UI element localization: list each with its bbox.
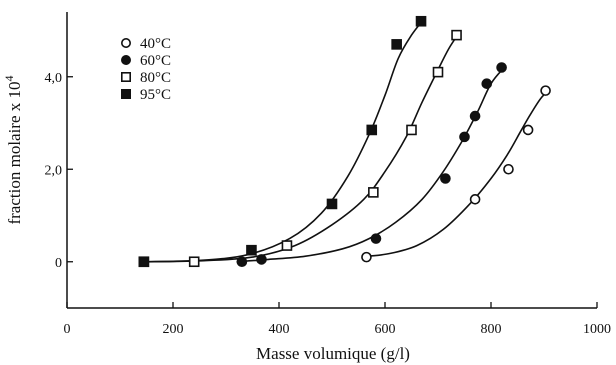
point-60c-6 bbox=[469, 110, 481, 122]
curve-60c bbox=[236, 66, 505, 263]
x-tick-label: 800 bbox=[481, 322, 502, 337]
legend-marker-40c bbox=[121, 37, 132, 48]
point-80c-4 bbox=[368, 187, 379, 198]
point-95c-2 bbox=[246, 244, 257, 256]
legend-label-80c: 80°C bbox=[140, 70, 171, 86]
point-60c-3 bbox=[370, 233, 382, 244]
points bbox=[138, 15, 551, 268]
point-80c-5 bbox=[406, 124, 417, 136]
legend-marker-80c bbox=[121, 72, 132, 83]
curves bbox=[141, 20, 550, 263]
point-95c-1 bbox=[138, 256, 150, 268]
point-60c-7 bbox=[481, 78, 493, 89]
y-axis-label: fraction molaire x 104 bbox=[2, 75, 24, 224]
point-60c-2 bbox=[256, 254, 267, 265]
point-80c-7 bbox=[451, 29, 462, 41]
point-95c-6 bbox=[415, 15, 427, 27]
x-tick-label: 400 bbox=[269, 322, 290, 337]
x-tick-label: 0 bbox=[64, 322, 71, 337]
legend-label-95c: 95°C bbox=[140, 87, 171, 103]
legend-label-40c: 40°C bbox=[140, 36, 171, 52]
point-95c-4 bbox=[366, 124, 378, 136]
legend-marker-95c bbox=[121, 89, 132, 100]
point-80c-6 bbox=[432, 66, 444, 78]
y-axis-label-text: fraction molaire x 10 bbox=[5, 81, 24, 224]
point-40c-5 bbox=[540, 85, 551, 96]
x-axis-label: Masse volumique (g/l) bbox=[256, 344, 410, 363]
legend-label-60c: 60°C bbox=[140, 53, 171, 69]
legend-marker-60c bbox=[121, 54, 132, 65]
point-60c-5 bbox=[459, 131, 470, 143]
point-40c-3 bbox=[503, 163, 514, 175]
x-tick-label: 1000 bbox=[583, 322, 611, 337]
curve-80c bbox=[141, 32, 460, 263]
point-40c-4 bbox=[522, 124, 534, 136]
point-95c-5 bbox=[391, 39, 402, 50]
axes: 0 200 400 600 800 1000 0 2,0 4,0 bbox=[45, 12, 611, 337]
point-60c-1 bbox=[236, 256, 248, 268]
point-80c-2 bbox=[188, 256, 200, 268]
x-tick-label: 200 bbox=[163, 322, 184, 337]
y-axis-label-exponent: 4 bbox=[2, 75, 16, 81]
point-80c-3 bbox=[281, 240, 293, 251]
point-40c-2 bbox=[469, 194, 481, 205]
y-tick-label: 0 bbox=[55, 256, 62, 271]
point-60c-8 bbox=[496, 62, 507, 73]
y-tick-label: 4,0 bbox=[45, 71, 63, 86]
legend: 40°C60°C80°C95°C bbox=[121, 36, 171, 103]
point-60c-4 bbox=[440, 173, 451, 184]
curve-95c bbox=[141, 20, 423, 263]
point-40c-1 bbox=[361, 251, 372, 263]
curve-40c bbox=[363, 89, 550, 258]
point-95c-3 bbox=[326, 198, 338, 210]
y-tick-label: 2,0 bbox=[45, 163, 63, 178]
x-tick-label: 600 bbox=[375, 322, 396, 337]
